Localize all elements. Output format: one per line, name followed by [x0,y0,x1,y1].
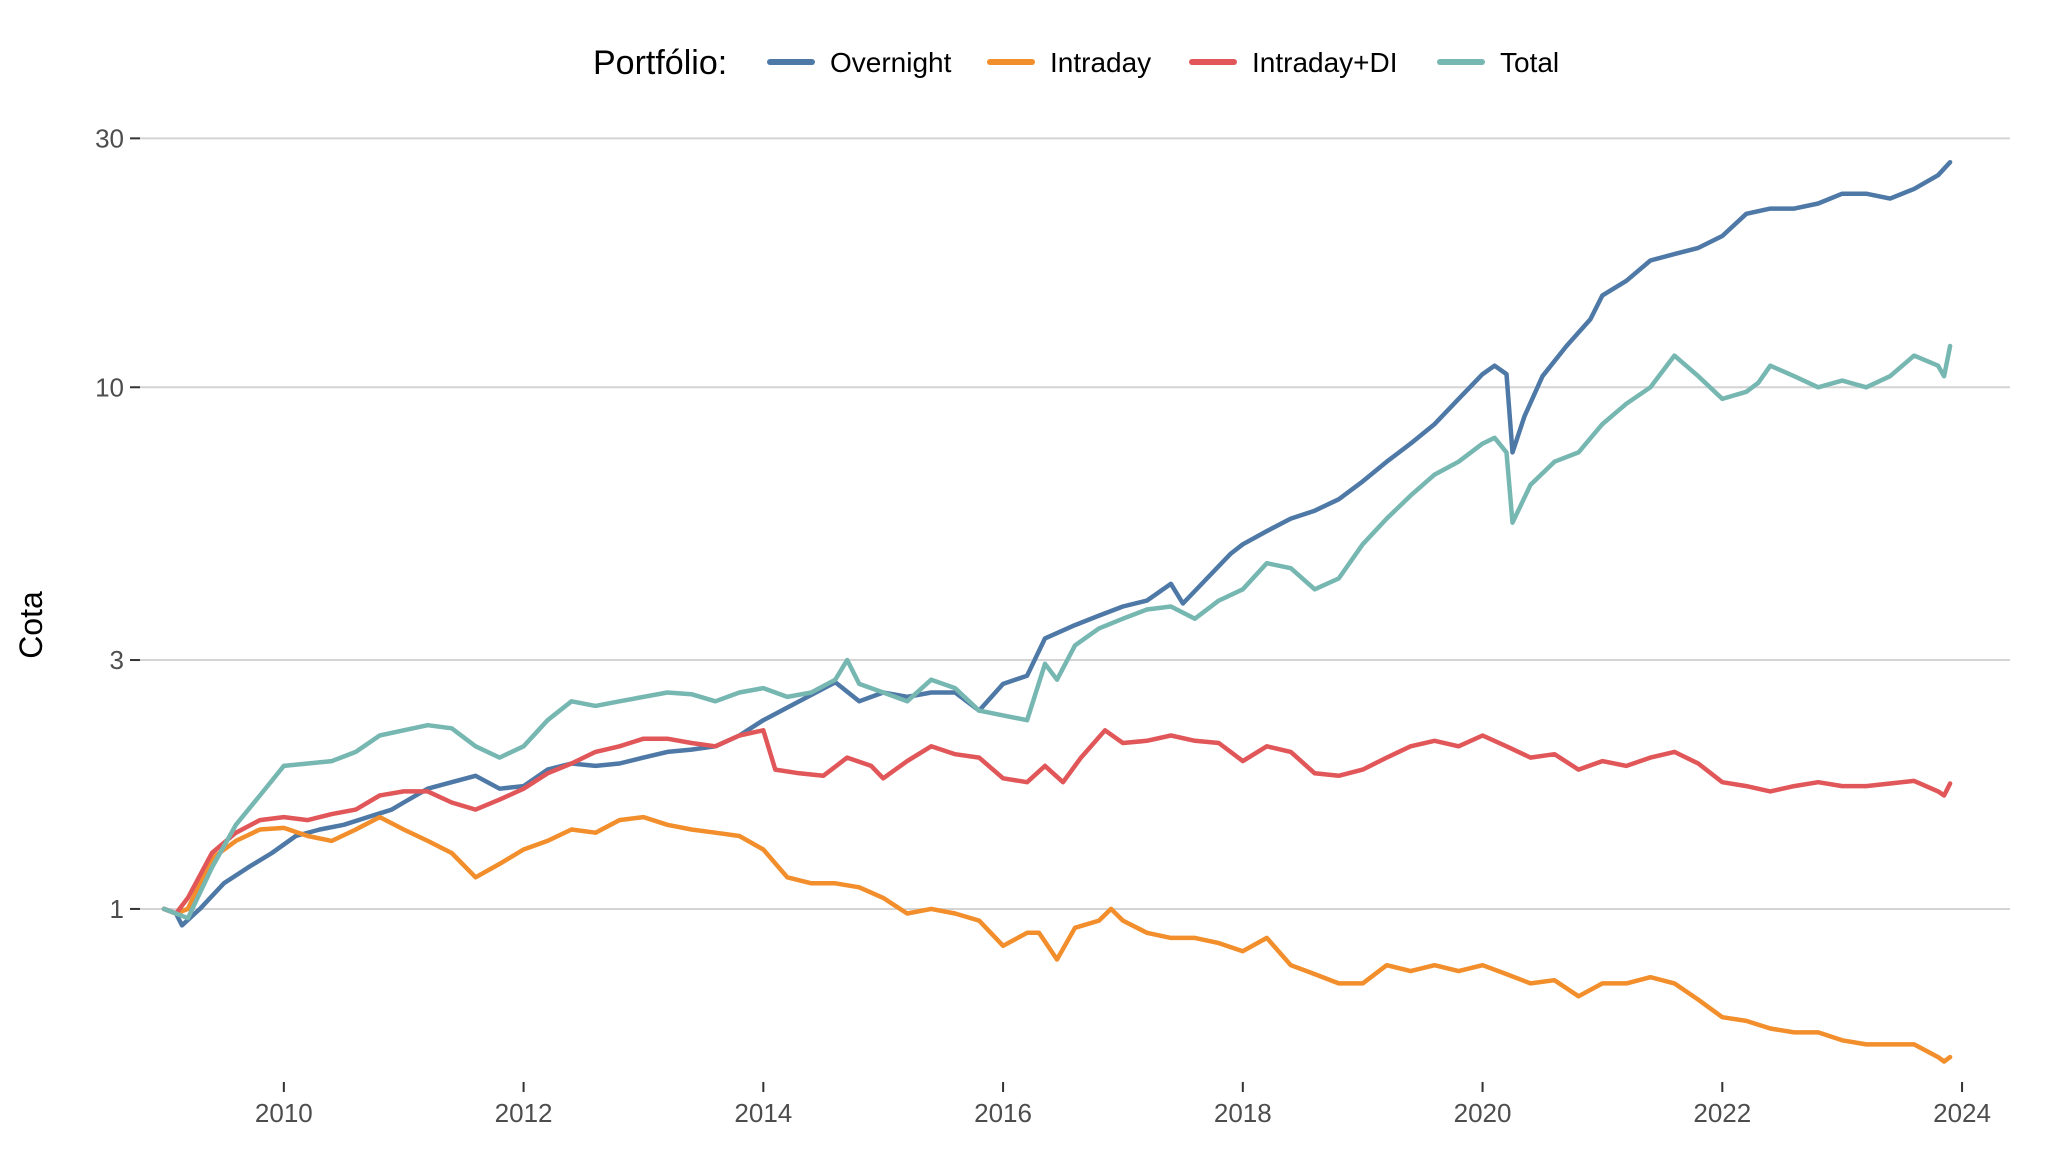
x-tick-label: 2016 [974,1098,1032,1128]
x-tick-label: 2020 [1454,1098,1512,1128]
x-tick-label: 2018 [1214,1098,1272,1128]
gridlines [140,137,2010,910]
y-tick-label: 1 [110,894,124,924]
legend: Portfólio: Overnight Intraday Intraday+DI To… [593,44,1559,82]
axes: 1 3 10 30 2010 2012 2014 2016 2018 2020 2022 2024 Co… [13,123,1991,1128]
x-tick-label: 2014 [734,1098,792,1128]
y-tick-label: 10 [95,372,124,402]
series-line-intraday-di [161,728,1953,916]
x-tick-label: 2012 [495,1098,553,1128]
series-line-intraday [161,814,1953,1064]
series-line-total [161,343,1953,921]
legend-label: Overnight [830,47,952,78]
y-axis-title: Cota [13,591,49,659]
x-tick-label: 2022 [1693,1098,1751,1128]
series-lines [161,159,1953,1064]
legend-title: Portfólio: [593,44,727,82]
legend-label: Intraday [1050,47,1151,78]
x-tick-label: 2010 [255,1098,313,1128]
legend-label: Intraday+DI [1252,47,1398,78]
series-line-overnight [161,159,1953,928]
x-tick-label: 2024 [1933,1098,1991,1128]
y-tick-label: 30 [95,123,124,153]
legend-label: Total [1500,47,1559,78]
y-tick-label: 3 [110,645,124,675]
